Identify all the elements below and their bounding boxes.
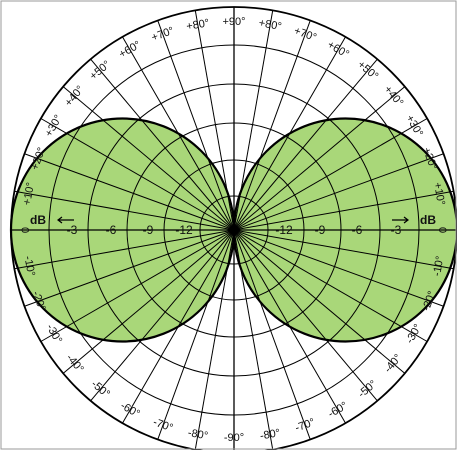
spoke-290 (233, 229, 311, 440)
db-tick-right-0: -12 (275, 223, 293, 237)
spoke-10 (233, 190, 454, 231)
arrow-left-icon (57, 216, 74, 224)
spoke-160 (24, 153, 235, 231)
spoke-80 (233, 10, 274, 231)
angle-label-left-9: -10° (22, 255, 37, 277)
db-tick-right-3: -3 (391, 223, 402, 237)
spoke-110 (157, 20, 235, 231)
spoke-250 (157, 229, 235, 440)
spoke-190 (14, 229, 235, 270)
spoke-60 (233, 36, 346, 231)
spoke-40 (233, 86, 406, 231)
spoke-320 (233, 229, 406, 374)
spoke-140 (62, 86, 235, 231)
db-tick-right-1: -9 (315, 223, 326, 237)
spoke-70 (233, 20, 311, 231)
spoke-100 (194, 10, 235, 231)
spoke-220 (62, 229, 235, 374)
angle-label-left-16: -80° (187, 427, 209, 442)
angle-label-right-0: +80° (258, 17, 283, 33)
grid-spokes (11, 7, 457, 450)
spoke-130 (90, 58, 235, 231)
spoke-230 (90, 229, 235, 402)
spoke-30 (233, 118, 428, 231)
center-point (229, 225, 239, 235)
angle-label-left-7: +10° (21, 181, 37, 206)
db-unit-right: dB (420, 213, 436, 227)
db-tick-left-2: -9 (143, 223, 154, 237)
db-unit-left: dB (30, 213, 46, 227)
angle-label-right-9: -10° (431, 255, 446, 277)
spoke-330 (233, 229, 428, 342)
angle-label-right-16: -80° (259, 427, 281, 442)
angle-label-left-8: 0 (20, 227, 32, 233)
spoke-210 (40, 229, 235, 342)
spoke-50 (233, 58, 378, 231)
db-tick-left-3: -12 (175, 223, 193, 237)
spoke-300 (233, 229, 346, 424)
angle-label-right-7: +10° (431, 181, 447, 206)
spoke-260 (194, 229, 235, 450)
spoke-240 (122, 229, 235, 424)
spoke-340 (233, 229, 444, 307)
spoke-280 (233, 229, 274, 450)
angle-label-right-8: 0 (436, 227, 448, 233)
angle-label-top: +90° (222, 16, 245, 28)
angle-label-left-0: +80° (185, 17, 210, 33)
spoke-200 (24, 229, 235, 307)
db-tick-right-2: -6 (352, 223, 363, 237)
arrow-right-icon (392, 216, 409, 224)
spoke-350 (233, 229, 454, 270)
spoke-170 (14, 190, 235, 231)
spoke-310 (233, 229, 378, 402)
db-tick-left-0: -3 (67, 223, 78, 237)
angle-label-bottom: -90° (224, 432, 244, 444)
db-tick-left-1: -6 (106, 223, 117, 237)
spoke-20 (233, 153, 444, 231)
spoke-120 (122, 36, 235, 231)
spoke-150 (40, 118, 235, 231)
